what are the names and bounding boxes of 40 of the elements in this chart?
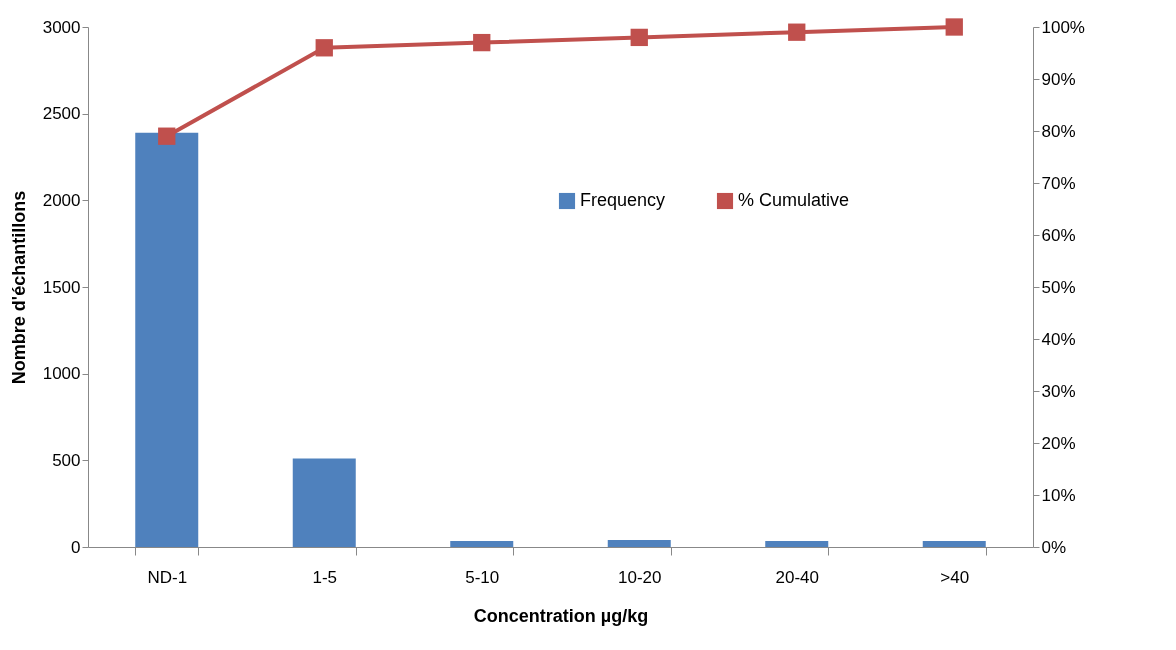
y-tick-label: 2000 xyxy=(42,190,81,210)
legend-label: % Cumulative xyxy=(738,190,850,210)
point xyxy=(788,23,806,41)
point xyxy=(315,39,333,57)
x-tick-label: >40 xyxy=(940,567,970,587)
y2-tick-label: 10% xyxy=(1041,485,1076,505)
y2-tick-label: 40% xyxy=(1041,329,1076,349)
y2-tick-label: 90% xyxy=(1041,69,1076,89)
y2-tick-label: 70% xyxy=(1041,173,1076,193)
y2-tick-label: 60% xyxy=(1041,225,1076,245)
x-axis-title: Concentration µg/kg xyxy=(473,605,649,626)
bar xyxy=(765,540,829,547)
point xyxy=(630,28,648,47)
y-tick-label: 1500 xyxy=(42,277,81,297)
point xyxy=(473,33,491,52)
x-tick-label: 10-20 xyxy=(618,567,662,587)
x-tick-label: ND-1 xyxy=(147,567,188,587)
y-tick-label: 2500 xyxy=(42,104,81,124)
y2-tick-label: 100% xyxy=(1041,17,1085,37)
bar xyxy=(922,540,986,547)
y2-tick-label: 30% xyxy=(1041,381,1076,401)
y-tick-label: 1000 xyxy=(42,364,81,384)
x-tick-label: 1-5 xyxy=(312,567,338,587)
y2-tick-label: 0% xyxy=(1041,537,1067,557)
point xyxy=(945,18,963,36)
bar xyxy=(607,540,671,547)
y2-tick-label: 80% xyxy=(1041,121,1076,141)
x-tick-label: 20-40 xyxy=(775,567,819,587)
y-axis-title: Nombre d'échantillons xyxy=(8,190,29,385)
y-tick-label: 3000 xyxy=(42,17,81,37)
bar xyxy=(450,540,514,547)
legend-label: Frequency xyxy=(580,190,666,210)
bar xyxy=(292,458,356,547)
bar xyxy=(135,132,199,547)
y2-tick-label: 20% xyxy=(1041,433,1076,453)
y2-tick-label: 50% xyxy=(1041,277,1076,297)
point xyxy=(158,127,176,145)
y-tick-label: 0 xyxy=(71,537,81,557)
y-tick-label: 500 xyxy=(52,450,81,470)
x-tick-label: 5-10 xyxy=(465,567,500,587)
